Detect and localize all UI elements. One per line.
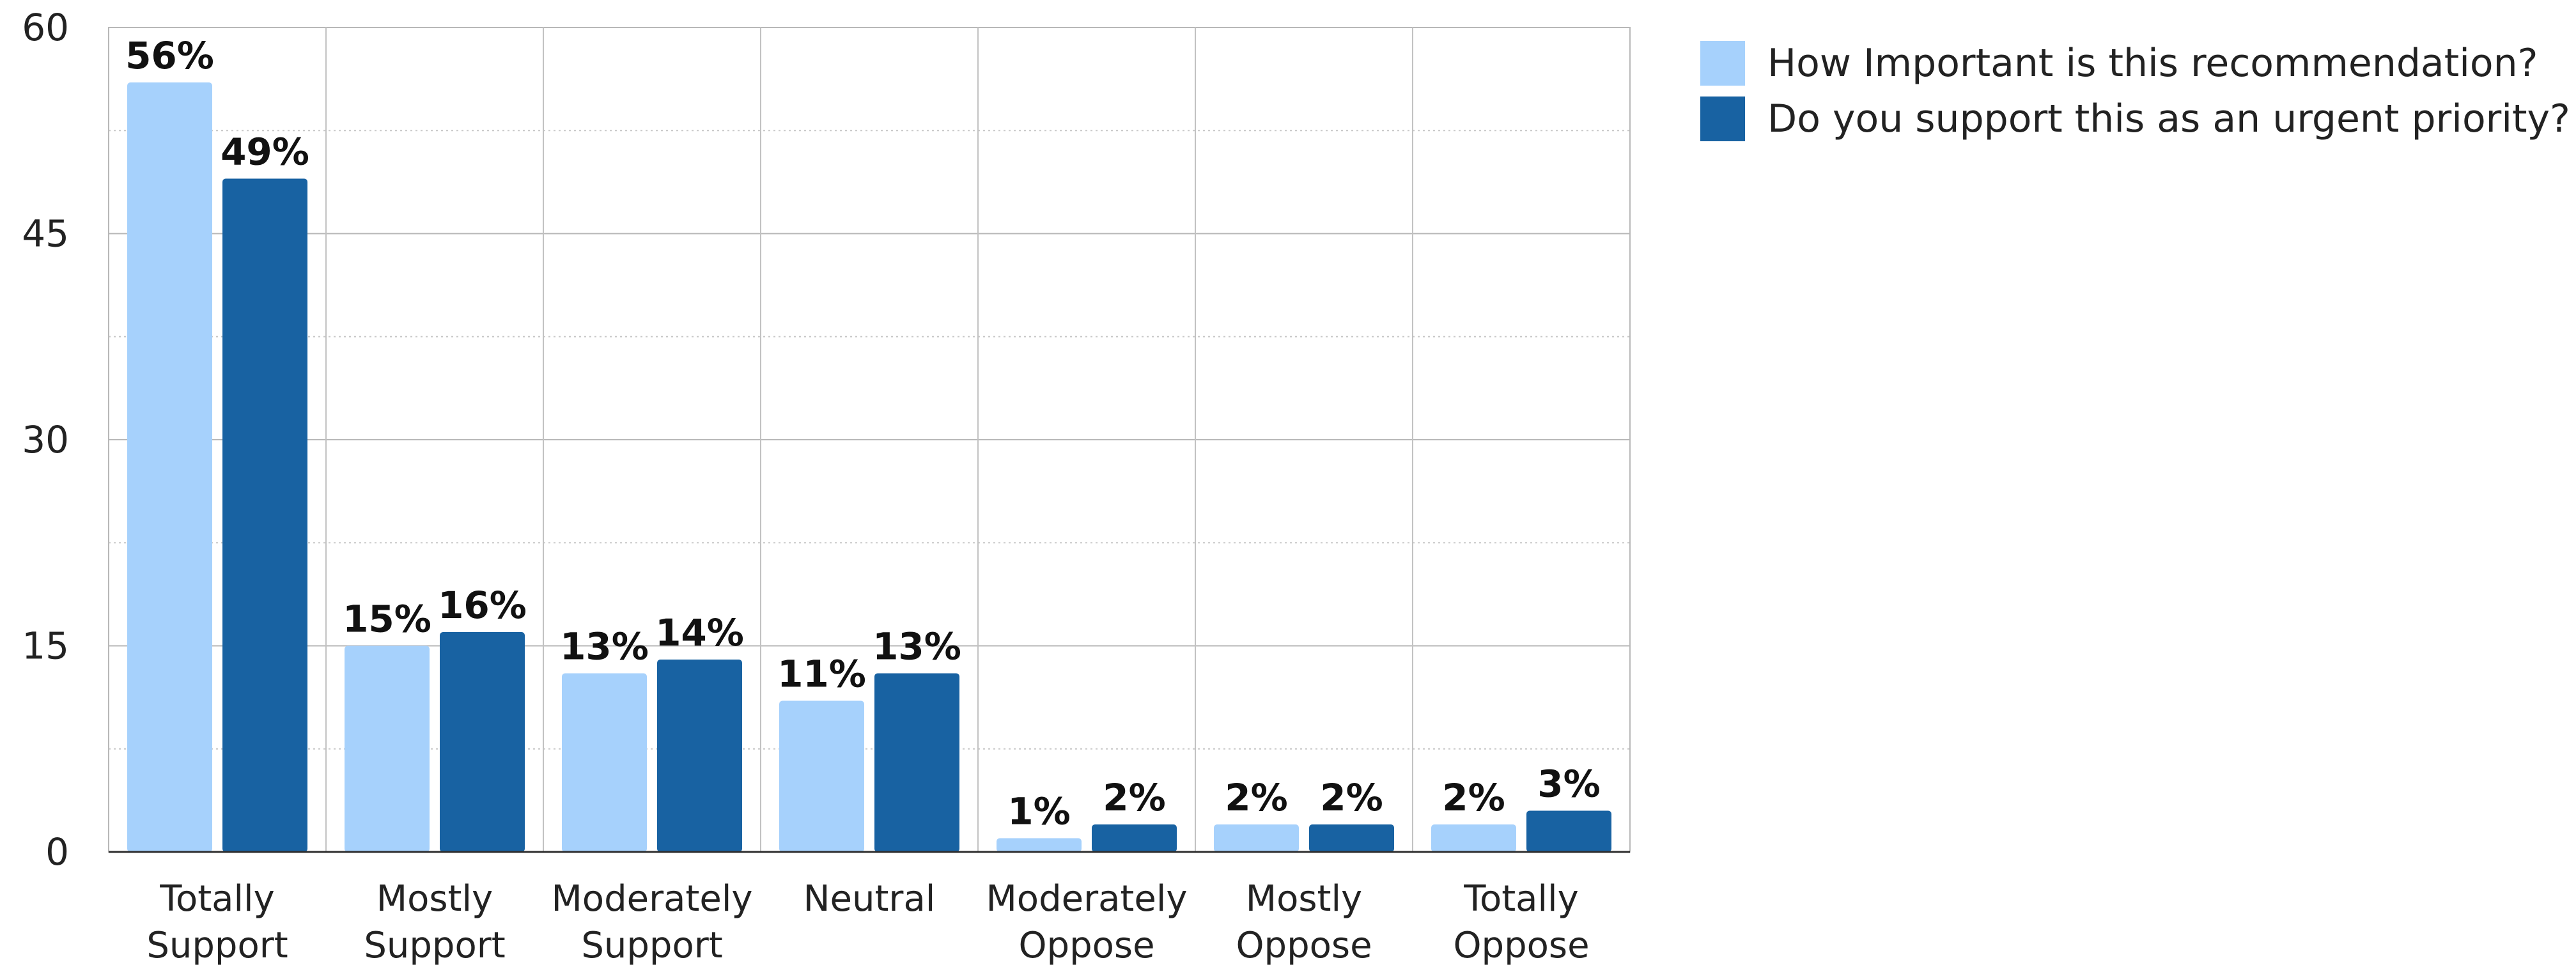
bar-urgent-priority — [1309, 824, 1394, 852]
bar-importance — [345, 645, 430, 852]
x-tick-label: Mostly — [376, 878, 493, 920]
bar-urgent-priority — [222, 178, 307, 852]
x-tick-label: Moderately — [986, 878, 1187, 920]
data-label: 14% — [655, 611, 744, 654]
bar-importance — [779, 700, 864, 852]
data-label: 2% — [1320, 776, 1383, 819]
bar-importance — [1214, 824, 1299, 852]
y-tick-label: 45 — [22, 212, 69, 256]
data-label: 13% — [560, 625, 649, 669]
x-tick-label: Totally — [1463, 878, 1578, 920]
x-tick-label: Moderately — [551, 878, 752, 920]
x-tick-label: Oppose — [1018, 925, 1154, 966]
data-label: 1% — [1007, 790, 1070, 833]
data-label: 56% — [125, 34, 214, 77]
bar-urgent-priority — [657, 660, 742, 852]
x-tick-label: Support — [581, 925, 722, 966]
y-tick-label: 15 — [22, 624, 69, 668]
legend-swatch — [1700, 41, 1745, 86]
x-tick-label: Totally — [159, 878, 274, 920]
data-label: 16% — [438, 584, 527, 627]
data-label: 13% — [873, 625, 961, 669]
bar-urgent-priority — [874, 673, 959, 852]
x-tick-label: Support — [146, 925, 288, 966]
legend-label: How Important is this recommendation? — [1767, 41, 2538, 86]
data-label: 11% — [777, 653, 866, 696]
legend-swatch — [1700, 97, 1745, 141]
bar-urgent-priority — [1092, 824, 1177, 852]
bar-urgent-priority — [440, 632, 525, 852]
x-tick-label: Support — [364, 925, 505, 966]
bar-importance — [997, 838, 1082, 852]
bar-importance — [562, 673, 647, 852]
bar-urgent-priority — [1526, 810, 1611, 852]
data-label: 2% — [1442, 776, 1505, 819]
data-label: 2% — [1103, 776, 1165, 819]
bar-importance — [1431, 824, 1516, 852]
data-label: 15% — [343, 598, 431, 641]
y-tick-label: 0 — [45, 830, 69, 874]
x-tick-label: Neutral — [803, 878, 936, 920]
data-label: 49% — [221, 130, 309, 174]
data-label: 3% — [1537, 762, 1600, 806]
x-tick-label: Oppose — [1236, 925, 1372, 966]
y-tick-label: 30 — [22, 418, 69, 461]
bar-importance — [127, 82, 212, 852]
x-tick-label: Mostly — [1246, 878, 1362, 920]
y-tick-label: 60 — [22, 6, 69, 49]
legend-label: Do you support this as an urgent priorit… — [1767, 97, 2570, 141]
x-tick-label: Oppose — [1453, 925, 1589, 966]
data-label: 2% — [1225, 776, 1287, 819]
